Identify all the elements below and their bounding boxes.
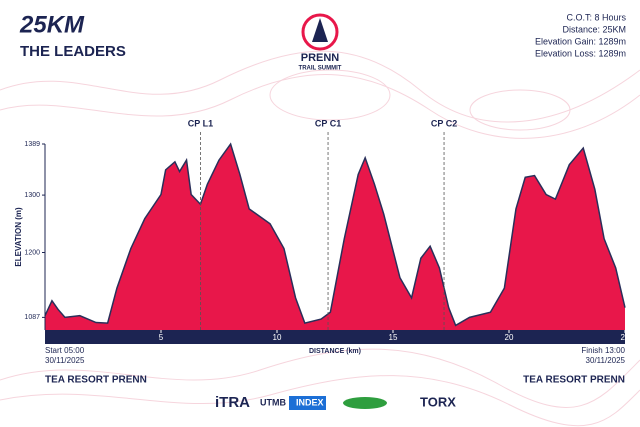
y-axis-label: ELEVATION (m): [14, 207, 23, 267]
logo: PRENN TRAIL SUMMIT: [299, 13, 342, 72]
plot: 1087 1200 1300 1389 ELEVATION (m) 5 10 15 20 25 DI…: [14, 118, 630, 385]
start-label: Start 05:00: [45, 346, 85, 355]
sponsor-text: TORX: [420, 394, 456, 409]
checkpoint-label: CP C2: [431, 118, 457, 128]
logo-ring: [301, 13, 339, 51]
checkpoint-label: CP C1: [315, 118, 341, 128]
y-tick-label: 1300: [24, 192, 40, 199]
y-tick-label: 1200: [24, 249, 40, 256]
info: C.O.T: 8 Hours Distance: 25KM Elevation Ga…: [535, 12, 627, 58]
finish-label: Finish 13:00: [581, 346, 625, 355]
title: 25KM: [19, 11, 85, 38]
area-fill: [45, 144, 625, 330]
sponsor-text: INDEX: [296, 397, 324, 407]
y-tick-label: 1087: [24, 314, 40, 321]
logo-tree: [312, 18, 328, 42]
x-tick-label: 20: [505, 333, 514, 342]
logo-name: PRENN: [301, 52, 340, 64]
contour-background: [0, 50, 640, 427]
info-line: C.O.T: 8 Hours: [566, 12, 626, 22]
sponsor-box: [289, 396, 326, 410]
info-line: Elevation Loss: 1289m: [535, 48, 626, 58]
start-date: 30/11/2025: [45, 356, 85, 365]
info-line: Distance: 25KM: [562, 24, 626, 34]
elevation-line: [44, 142, 626, 327]
sponsor-text: UTMB: [260, 397, 286, 407]
checkpoint-label: CP L1: [188, 118, 213, 128]
finish-date: 30/11/2025: [586, 356, 626, 365]
x-tick-label: 15: [389, 333, 398, 342]
x-tick-label: 5: [159, 333, 164, 342]
finish-place: TEA RESORT PRENN: [523, 375, 625, 386]
sponsor-text: iTRA: [215, 394, 250, 411]
logo-tagline: TRAIL SUMMIT: [299, 66, 342, 72]
subtitle: THE LEADERS: [20, 43, 126, 60]
x-axis-band: [45, 330, 625, 344]
y-tick-label: 1389: [24, 141, 40, 148]
sponsor-logo: [343, 397, 387, 409]
info-line: Elevation Gain: 1289m: [535, 36, 626, 46]
x-axis-label: DISTANCE (km): [309, 348, 361, 355]
x-tick-label: 10: [273, 333, 282, 342]
start-place: TEA RESORT PRENN: [45, 375, 147, 386]
x-tick-label: 25: [621, 333, 630, 342]
